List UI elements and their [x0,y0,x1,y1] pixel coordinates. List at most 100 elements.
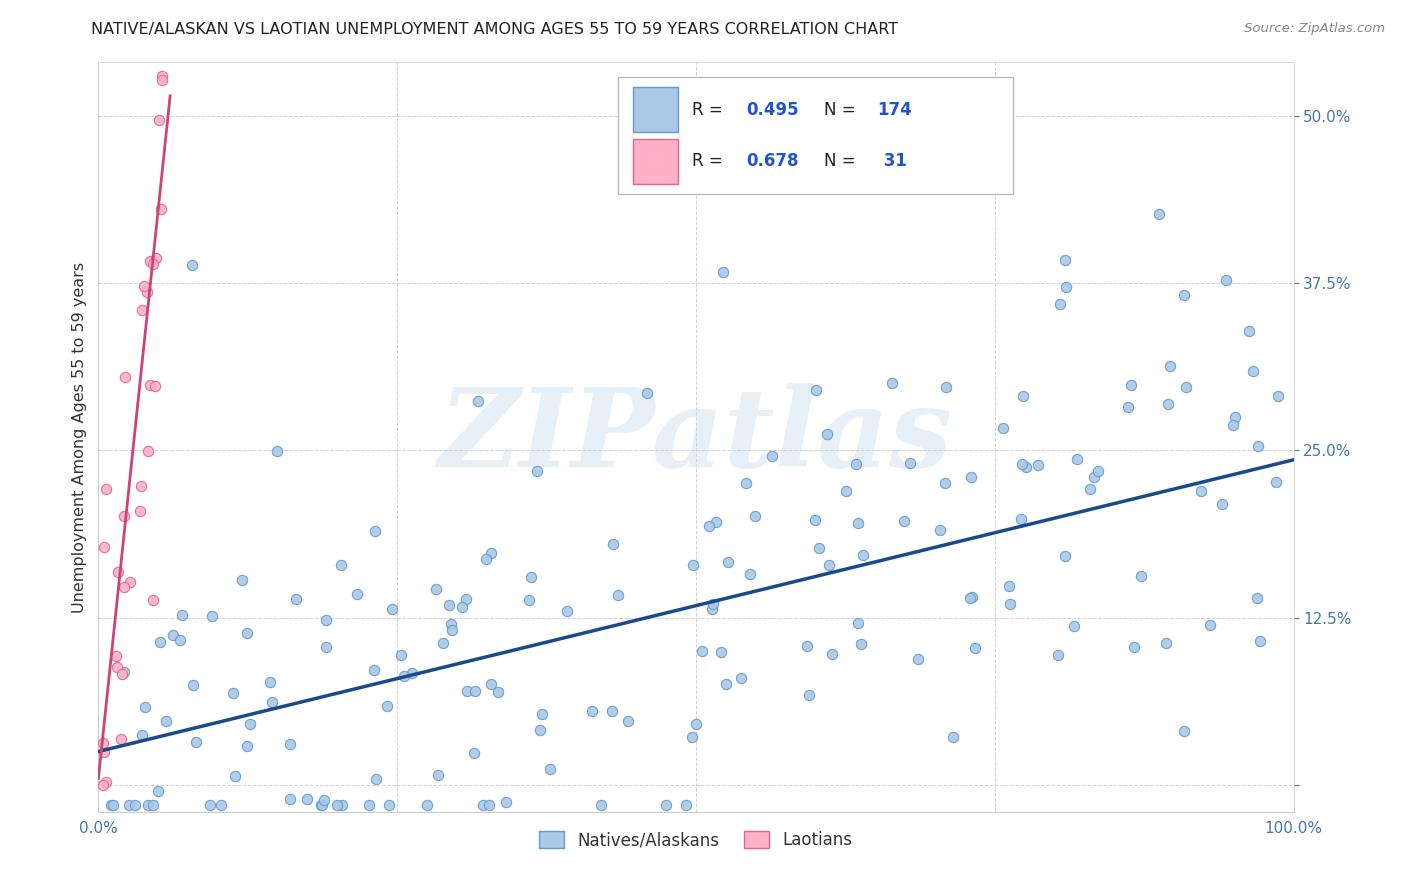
Point [143,379,166,393]
Point [366,772,388,786]
Point [231,573,253,587]
Text: 174: 174 [877,101,912,119]
Point [797,689,820,703]
Point [111,666,134,681]
Point [960,469,983,483]
Point [142,798,165,813]
Point [682,558,704,573]
Point [357,798,380,813]
Point [114,370,136,384]
Point [1159,359,1181,373]
Point [381,602,404,616]
Point [329,558,352,573]
Point [519,570,541,584]
Point [315,640,337,654]
Point [1011,388,1033,402]
Point [315,613,337,627]
Point [702,597,724,611]
Point [804,512,827,526]
Point [198,798,221,813]
Point [1223,410,1246,425]
Point [278,792,301,806]
Point [882,376,904,390]
Point [141,257,163,271]
Point [846,516,869,531]
Point [266,444,288,458]
Point [129,479,152,493]
Point [471,798,494,813]
Point [145,251,167,265]
Point [209,798,232,813]
Point [101,798,124,813]
Point [104,649,127,664]
Text: 31: 31 [877,152,907,170]
Point [120,574,142,589]
Point [181,258,204,272]
Point [378,798,401,813]
Point [112,580,135,594]
Point [821,648,844,662]
Point [463,746,485,760]
Y-axis label: Unemployment Among Ages 55 to 59 years: Unemployment Among Ages 55 to 59 years [72,261,87,613]
Point [617,714,640,728]
Point [91,778,114,792]
Point [1119,377,1142,392]
Point [963,641,986,656]
Point [851,548,873,562]
Point [1083,470,1105,484]
Point [440,623,463,637]
Point [456,591,478,606]
Point [139,378,162,392]
Point [432,636,454,650]
Point [1174,379,1197,393]
Point [389,648,412,663]
Point [538,762,561,776]
Point [1173,288,1195,302]
Point [1078,482,1101,496]
Point [517,593,540,607]
Point [655,798,678,813]
Point [738,567,761,582]
Point [607,588,630,602]
Point [808,541,831,556]
Point [1049,297,1071,311]
Point [278,737,301,751]
Point [142,593,165,607]
Point [478,798,501,813]
Point [1054,280,1077,294]
Point [221,686,243,700]
Point [112,665,135,679]
Point [100,798,122,813]
Point [131,728,153,742]
Point [704,515,727,529]
Point [311,798,333,813]
Point [425,582,447,597]
Text: R =: R = [692,101,728,119]
Point [761,449,783,463]
Point [1066,452,1088,467]
Point [155,714,177,729]
Point [416,798,439,813]
Point [181,678,204,692]
Point [929,523,952,537]
Point [346,587,368,601]
Point [734,475,756,490]
Point [112,509,135,524]
Point [941,731,963,745]
Point [796,639,818,653]
Point [1267,389,1289,403]
Point [238,717,260,731]
Text: R =: R = [692,152,728,170]
Point [1087,464,1109,478]
Point [818,558,841,572]
Point [326,798,349,813]
Point [1063,619,1085,633]
Point [107,565,129,579]
Point [495,795,517,809]
Point [363,663,385,677]
Point [224,769,246,783]
Point [710,645,733,659]
Point [479,545,502,559]
Point [959,591,981,605]
Point [162,628,184,642]
